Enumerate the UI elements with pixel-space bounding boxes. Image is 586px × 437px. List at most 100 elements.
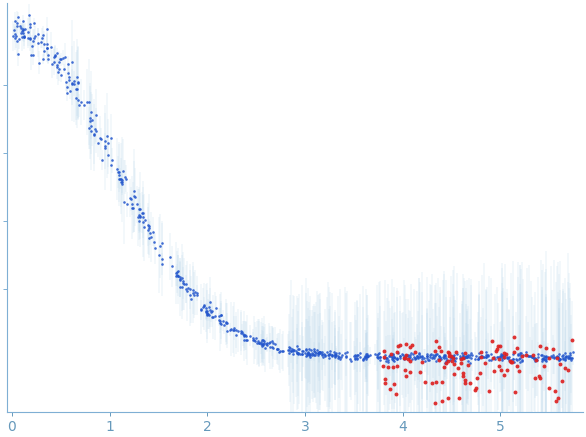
Point xyxy=(435,353,444,360)
Point xyxy=(271,340,280,347)
Point xyxy=(128,204,137,211)
Point xyxy=(231,326,241,333)
Point xyxy=(405,344,414,351)
Point xyxy=(288,347,298,354)
Point xyxy=(432,351,441,358)
Point xyxy=(245,332,254,339)
Point xyxy=(143,221,152,228)
Point xyxy=(228,326,237,333)
Point xyxy=(427,355,436,362)
Point xyxy=(240,331,249,338)
Point xyxy=(411,354,421,361)
Point xyxy=(19,33,29,40)
Point xyxy=(225,326,234,333)
Point xyxy=(389,353,398,360)
Point xyxy=(482,352,491,359)
Point xyxy=(568,349,578,356)
Point xyxy=(330,352,339,359)
Point xyxy=(492,354,502,361)
Point xyxy=(198,304,207,311)
Point xyxy=(487,337,496,344)
Point xyxy=(127,204,137,211)
Point xyxy=(439,351,448,358)
Point xyxy=(43,52,53,59)
Point xyxy=(43,45,52,52)
Point xyxy=(554,357,564,364)
Point xyxy=(523,353,533,360)
Point xyxy=(387,350,396,357)
Point xyxy=(335,350,344,357)
Point xyxy=(394,350,403,357)
Point xyxy=(258,340,268,347)
Point xyxy=(12,32,21,39)
Point xyxy=(458,350,467,357)
Point xyxy=(390,380,399,387)
Point xyxy=(529,355,539,362)
Point xyxy=(115,175,124,182)
Point xyxy=(154,252,163,259)
Point xyxy=(38,31,47,38)
Point xyxy=(373,352,382,359)
Point xyxy=(427,380,437,387)
Point xyxy=(203,311,212,318)
Point xyxy=(26,52,36,59)
Point xyxy=(100,137,110,144)
Point xyxy=(547,354,557,361)
Point xyxy=(546,353,556,360)
Point xyxy=(449,371,459,378)
Point xyxy=(63,90,72,97)
Point xyxy=(507,358,517,365)
Point xyxy=(530,354,539,361)
Point xyxy=(289,347,298,354)
Point xyxy=(13,51,23,58)
Point xyxy=(502,354,512,361)
Point xyxy=(373,353,382,360)
Point xyxy=(418,359,427,366)
Point xyxy=(415,368,425,375)
Point xyxy=(539,354,548,361)
Point xyxy=(325,350,335,357)
Point xyxy=(85,114,94,121)
Point xyxy=(222,320,231,327)
Point xyxy=(449,354,458,361)
Point xyxy=(389,354,398,361)
Point xyxy=(11,31,20,38)
Point xyxy=(392,355,401,362)
Point xyxy=(17,28,26,35)
Point xyxy=(207,313,216,320)
Point xyxy=(265,343,275,350)
Point xyxy=(15,22,25,29)
Point xyxy=(556,361,565,368)
Point xyxy=(275,347,284,354)
Point xyxy=(291,347,301,354)
Point xyxy=(215,319,224,326)
Point xyxy=(517,357,527,364)
Point xyxy=(314,349,323,356)
Point xyxy=(43,26,52,33)
Point xyxy=(173,267,183,274)
Point xyxy=(158,260,167,267)
Point xyxy=(526,352,536,359)
Point xyxy=(530,354,540,361)
Point xyxy=(395,342,404,349)
Point xyxy=(200,301,209,308)
Point xyxy=(508,350,517,357)
Point xyxy=(30,32,40,39)
Point xyxy=(33,39,42,46)
Point xyxy=(399,354,408,361)
Point xyxy=(172,268,181,275)
Point xyxy=(96,136,105,143)
Point xyxy=(508,356,517,363)
Point xyxy=(346,357,356,364)
Point xyxy=(259,340,268,347)
Point xyxy=(181,281,190,288)
Point xyxy=(405,351,414,358)
Point xyxy=(498,352,507,359)
Point xyxy=(176,274,185,281)
Point xyxy=(558,378,567,385)
Point xyxy=(513,350,522,357)
Point xyxy=(364,352,373,359)
Point xyxy=(8,33,18,40)
Point xyxy=(415,354,425,361)
Point xyxy=(100,144,110,151)
